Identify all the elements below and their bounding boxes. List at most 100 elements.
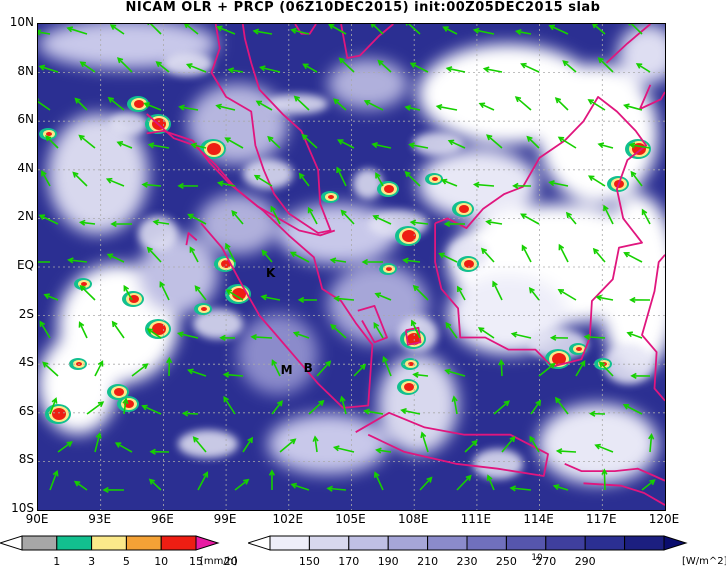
cloud <box>413 132 463 156</box>
colorbar-segment <box>125 535 162 551</box>
colorbar-segment <box>0 535 23 551</box>
wind-arrow <box>623 103 643 111</box>
wind-arrow <box>329 257 347 264</box>
wind-arrow <box>370 24 384 35</box>
wind-arrow <box>641 208 651 225</box>
wind-arrow <box>147 24 162 35</box>
coastline <box>583 482 665 506</box>
wind-arrow <box>457 285 466 301</box>
wind-arrow <box>477 327 495 339</box>
wind-arrow <box>361 258 384 266</box>
colorbar-segment <box>308 535 350 551</box>
wind-arrow <box>111 320 125 339</box>
wind-arrow <box>628 24 643 35</box>
wind-arrow <box>371 141 392 149</box>
wind-arrow <box>102 486 125 494</box>
wind-arrow <box>410 319 421 339</box>
cloud <box>328 59 408 109</box>
precip-cell <box>386 267 392 271</box>
wind-arrow <box>94 432 102 453</box>
cloud <box>138 216 178 252</box>
precip-cell <box>459 205 469 213</box>
wind-arrow <box>623 252 643 263</box>
wind-arrow <box>648 433 655 453</box>
wind-arrow <box>242 436 254 453</box>
precip-cell <box>576 347 582 351</box>
latitude-label: 6N <box>17 112 34 127</box>
cloud <box>198 194 278 254</box>
latitude-label: EQ <box>16 258 34 272</box>
wind-arrow <box>482 66 503 73</box>
wind-arrow <box>123 284 133 301</box>
wind-arrow <box>557 136 577 149</box>
wind-arrow <box>224 137 244 149</box>
wind-arrow <box>442 26 458 35</box>
colorbar-label: 5 <box>122 555 130 568</box>
colorbar-label: 190 <box>377 555 399 568</box>
wind-arrow <box>530 399 542 415</box>
wind-arrow <box>400 407 421 415</box>
wind-arrow <box>270 205 281 225</box>
colorbar-segment <box>505 535 547 551</box>
wind-arrow <box>412 371 429 378</box>
wind-arrow <box>480 247 495 263</box>
wind-arrow <box>404 104 421 111</box>
wind-arrow <box>110 220 133 228</box>
colorbar-label: 20 <box>223 555 238 568</box>
wind-arrow <box>339 395 347 415</box>
wind-arrow <box>292 331 310 339</box>
lat-lon-grid <box>38 24 665 510</box>
wind-arrow <box>216 25 236 35</box>
wind-arrow <box>565 211 577 225</box>
wind-arrow <box>78 134 96 149</box>
wind-arrow <box>38 64 59 73</box>
latitude-label: 4S <box>18 355 34 370</box>
precip-cell <box>464 260 474 268</box>
precip-cell <box>384 185 394 193</box>
cloud <box>598 194 665 374</box>
latitude-label: 10S <box>11 501 34 515</box>
wind-arrow <box>42 361 59 377</box>
wind-arrow <box>526 135 540 149</box>
latitude-label: 10N <box>9 15 34 29</box>
wind-arrow <box>74 97 88 111</box>
wind-arrow <box>485 219 503 226</box>
wind-arrow <box>147 142 170 149</box>
wind-arrow <box>190 142 207 149</box>
wind-arrow <box>630 170 643 187</box>
wind-arrow <box>552 484 569 491</box>
coastline <box>355 411 549 477</box>
wind-arrow <box>557 289 577 301</box>
wind-arrow <box>105 177 125 187</box>
longitude-label: 96E <box>150 512 174 526</box>
longitude-label: 108E <box>397 512 429 526</box>
wind-arrow <box>308 399 325 415</box>
wind-arrow <box>445 321 458 339</box>
precip-cell <box>432 177 438 181</box>
wind-arrow <box>253 174 273 187</box>
wind-arrow <box>146 246 162 263</box>
wind-arrow <box>184 24 199 35</box>
wind-arrow <box>443 220 466 228</box>
wind-arrow <box>194 285 207 301</box>
wind-arrow <box>597 142 614 149</box>
wind-arrow <box>41 169 51 187</box>
wind-arrow <box>223 395 236 415</box>
olr-precip-map <box>38 24 665 510</box>
wind-arrow <box>38 214 59 225</box>
wind-arrow <box>629 296 651 304</box>
wind-arrow <box>493 400 510 415</box>
wind-arrow <box>255 100 273 111</box>
wind-arrow <box>109 24 125 35</box>
wind-arrow <box>261 249 273 263</box>
colorbar-label: 10 <box>154 555 169 568</box>
longitude-label: 114E <box>523 512 554 526</box>
wind-arrow <box>149 448 170 455</box>
wind-arrow <box>227 67 244 74</box>
longitude-label: 102E <box>272 512 304 526</box>
coastline <box>146 130 374 409</box>
wind-arrow <box>176 331 199 339</box>
coastline <box>564 462 665 482</box>
longitude-label: 105E <box>335 512 366 526</box>
wind-arrow <box>332 445 355 453</box>
